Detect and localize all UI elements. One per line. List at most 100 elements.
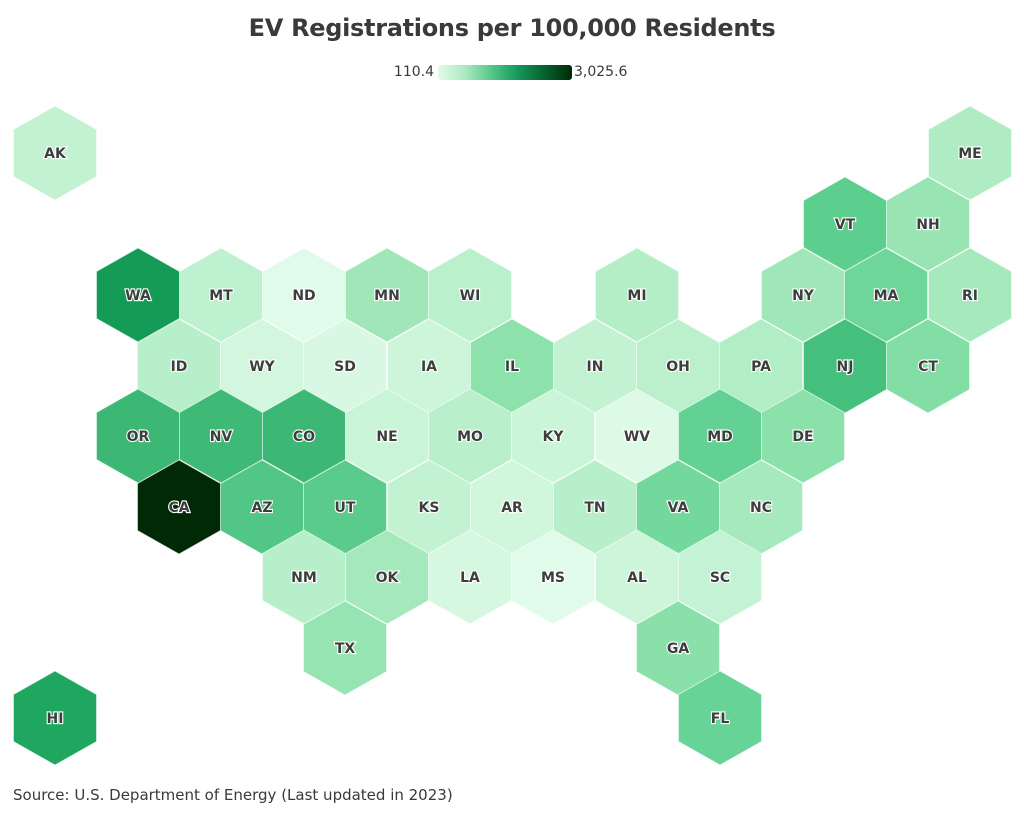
hex-shape[interactable] [761,388,845,484]
state-label: UT [335,500,356,516]
state-hex-or[interactable]: OR [96,388,180,484]
legend-max-label: 3,025.6 [574,64,628,80]
hex-shape[interactable] [511,529,595,625]
state-hex-wv[interactable]: WV [595,388,679,484]
state-hex-mt[interactable]: MT [179,247,263,343]
hex-shape[interactable] [886,176,970,272]
hex-shape[interactable] [678,529,762,625]
source-note: Source: U.S. Department of Energy (Last … [13,786,453,804]
state-label: TN [584,500,605,516]
state-label: NE [376,429,397,445]
state-hex-id[interactable]: ID [137,318,221,414]
legend-gradient-bar [438,65,572,80]
state-label: AK [44,146,67,162]
hex-shape[interactable] [678,670,762,766]
state-label: NM [291,570,317,586]
state-hex-ga[interactable]: GA [636,600,720,696]
state-label: MO [457,429,483,445]
hex-shape[interactable] [928,247,1012,343]
state-label: OH [666,359,690,375]
state-label: ND [292,288,315,304]
state-hex-hi[interactable]: HI [13,670,97,766]
state-hex-me[interactable]: ME [928,105,1012,201]
state-label: DE [792,429,813,445]
state-label: CT [918,359,938,375]
state-label: PA [751,359,771,375]
hex-shape[interactable] [13,105,97,201]
state-label: WY [249,359,275,375]
hex-shape[interactable] [636,600,720,696]
state-hex-de[interactable]: DE [761,388,845,484]
state-hex-ct[interactable]: CT [886,318,970,414]
state-label: FL [711,711,730,727]
state-label: IL [505,359,519,375]
state-label: WI [460,288,481,304]
state-hex-ma[interactable]: MA [844,247,928,343]
hex-shape[interactable] [928,105,1012,201]
state-hex-vt[interactable]: VT [803,176,887,272]
color-legend: 110.4 3,025.6 [0,64,1024,82]
state-hex-wi[interactable]: WI [428,247,512,343]
state-hex-ca[interactable]: CA [137,459,221,555]
state-hex-ne[interactable]: NE [345,388,429,484]
state-hex-ar[interactable]: AR [470,459,554,555]
state-label: AL [627,570,647,586]
state-label: NC [750,500,772,516]
state-label: HI [47,711,64,727]
state-hex-mi[interactable]: MI [595,247,679,343]
state-hex-al[interactable]: AL [595,529,679,625]
state-label: TX [335,641,356,657]
state-label: MN [374,288,400,304]
state-hex-sd[interactable]: SD [303,318,387,414]
hex-shape[interactable] [13,670,97,766]
state-hex-wy[interactable]: WY [220,318,304,414]
state-label: NV [210,429,233,445]
state-label: WA [125,288,151,304]
chart-title: EV Registrations per 100,000 Residents [248,14,776,42]
state-hex-ak[interactable]: AK [13,105,97,201]
state-label: CA [168,500,189,516]
state-label: MS [541,570,565,586]
state-label: VA [668,500,689,516]
state-label: MT [209,288,233,304]
state-label: NY [792,288,815,304]
state-label: IA [421,359,437,375]
state-label: ME [958,146,982,162]
state-hex-ri[interactable]: RI [928,247,1012,343]
state-hex-ky[interactable]: KY [511,388,595,484]
state-label: NH [916,217,939,233]
state-hex-co[interactable]: CO [262,388,346,484]
state-label: OR [127,429,150,445]
state-hex-ok[interactable]: OK [345,529,429,625]
state-hex-sc[interactable]: SC [678,529,762,625]
state-hex-ms[interactable]: MS [511,529,595,625]
state-hex-ut[interactable]: UT [303,459,387,555]
hex-shape[interactable] [303,600,387,696]
state-label: IN [587,359,604,375]
state-label: CO [293,429,315,445]
state-hex-mn[interactable]: MN [345,247,429,343]
state-label: KS [419,500,440,516]
state-label: RI [962,288,978,304]
state-hex-nd[interactable]: ND [262,247,346,343]
state-hex-ny[interactable]: NY [761,247,845,343]
state-hex-nv[interactable]: NV [179,388,263,484]
state-hex-va[interactable]: VA [636,459,720,555]
state-hex-nh[interactable]: NH [886,176,970,272]
state-label: GA [667,641,689,657]
state-label: MD [707,429,733,445]
state-hex-oh[interactable]: OH [636,318,720,414]
state-hex-in[interactable]: IN [553,318,637,414]
hex-shape[interactable] [886,318,970,414]
state-label: OK [376,570,400,586]
state-label: SC [710,570,730,586]
state-label: NJ [837,359,854,375]
state-hex-tx[interactable]: TX [303,600,387,696]
state-hex-fl[interactable]: FL [678,670,762,766]
state-label: WV [624,429,650,445]
state-label: AZ [252,500,273,516]
state-label: LA [460,570,480,586]
state-label: SD [334,359,356,375]
state-hex-la[interactable]: LA [428,529,512,625]
